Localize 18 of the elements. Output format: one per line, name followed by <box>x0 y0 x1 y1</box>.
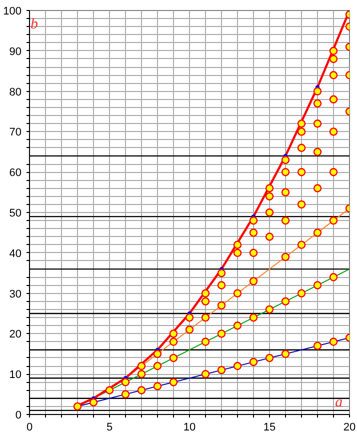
x-tick-label: 0 <box>26 422 33 433</box>
y-tick-label: 100 <box>3 6 22 18</box>
y-tick-label: 10 <box>9 369 22 382</box>
x-tick-label: 5 <box>106 422 113 433</box>
y-tick-label: 80 <box>9 86 22 98</box>
y-tick-label: 90 <box>9 46 22 58</box>
y-tick-label: 0 <box>15 410 22 422</box>
x-tick-label: 15 <box>263 422 276 433</box>
x-tick-label: 10 <box>183 422 196 433</box>
y-tick-label: 40 <box>9 248 22 260</box>
y-tick-label: 30 <box>9 288 22 300</box>
y-tick-label: 50 <box>9 208 22 220</box>
x-axis-title: a <box>335 394 343 410</box>
y-tick-label: 70 <box>9 126 22 139</box>
y-tick-label: 20 <box>9 328 22 341</box>
x-tick-label: 20 <box>343 422 356 433</box>
y-tick-label: 60 <box>9 167 22 180</box>
y-axis-title: b <box>30 16 38 33</box>
